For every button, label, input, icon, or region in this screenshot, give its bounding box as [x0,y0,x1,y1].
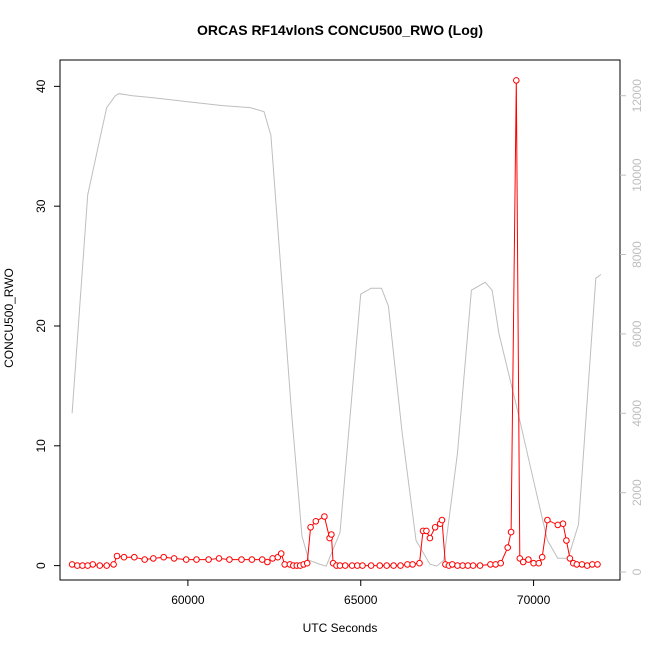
data-point [312,518,320,525]
series-line-left [71,80,598,567]
data-point [544,516,551,524]
series-line-right [71,93,602,567]
y-tick-label: 10 [34,439,48,453]
data-point [269,555,276,562]
y2-tick-label: 12000 [630,79,644,113]
data-point [513,77,520,84]
data-point [303,559,311,567]
axis-layer: 60000 65000 70000 0 10 20 30 40 0 2000 4000 6000 800… [34,79,644,607]
data-point [89,561,97,568]
x-tick-label: 65000 [344,593,378,607]
data-point [423,527,430,535]
data-point [397,562,404,569]
data-point [504,544,512,551]
y2-tick-label: 4000 [630,400,644,427]
data-point [559,520,567,528]
data-point [538,553,546,561]
data-point [376,562,384,569]
x-axis-label: UTC Seconds [303,621,378,635]
data-point [193,556,200,563]
data-point [238,556,245,563]
data-point [469,562,477,569]
data-point [367,562,375,569]
data-point [328,531,335,538]
data-point [307,524,314,531]
data-point [359,562,366,569]
data-point [182,556,190,563]
data-point [563,537,570,544]
data-point [519,558,527,566]
plot-frame [59,59,621,581]
data-point [449,561,456,568]
data-point [578,561,586,568]
data-point [68,561,76,568]
data-point [120,553,128,561]
y2-tick-label: 6000 [630,320,644,347]
data-point [426,534,434,542]
data-point [497,559,505,567]
data-point [525,556,532,563]
data-point [507,528,515,536]
data-point [535,559,543,567]
data-point [215,555,223,562]
data-point [110,561,117,568]
y2-tick-label: 8000 [630,241,644,268]
x-tick-label: 70000 [517,593,551,607]
data-point [277,550,285,557]
data-point [113,552,121,560]
data-point [554,521,562,529]
y2-tick-label: 10000 [630,158,644,192]
data-point [170,555,178,562]
data-point [321,513,328,520]
data-point [150,555,157,562]
series-layer [68,77,602,569]
y-axis-label: CONCU500_RWO [2,268,16,368]
data-point [416,559,423,567]
data-point [141,556,148,563]
data-point [205,556,212,563]
data-point [594,561,601,568]
data-point [431,524,439,531]
data-point [383,562,391,569]
data-point [248,556,256,563]
data-point [409,561,416,568]
data-point [258,556,266,563]
y-tick-label: 20 [34,319,48,333]
data-point [131,553,138,561]
data-point [226,556,233,563]
x-tick-label: 60000 [171,593,205,607]
y2-tick-label: 0 [630,568,644,575]
y2-tick-label: 2000 [630,479,644,506]
y-tick-label: 0 [34,562,48,569]
y-tick-label: 30 [34,199,48,213]
chart-title: ORCAS RF14vlonS CONCU500_RWO (Log) [197,22,483,38]
data-point [103,562,110,569]
data-point [390,562,397,569]
data-point [160,553,167,561]
y-tick-label: 40 [34,79,48,93]
data-point [264,558,271,566]
data-point [438,516,446,524]
data-point [96,562,104,569]
data-point [341,562,349,569]
data-point [566,555,574,562]
data-point [476,562,484,569]
